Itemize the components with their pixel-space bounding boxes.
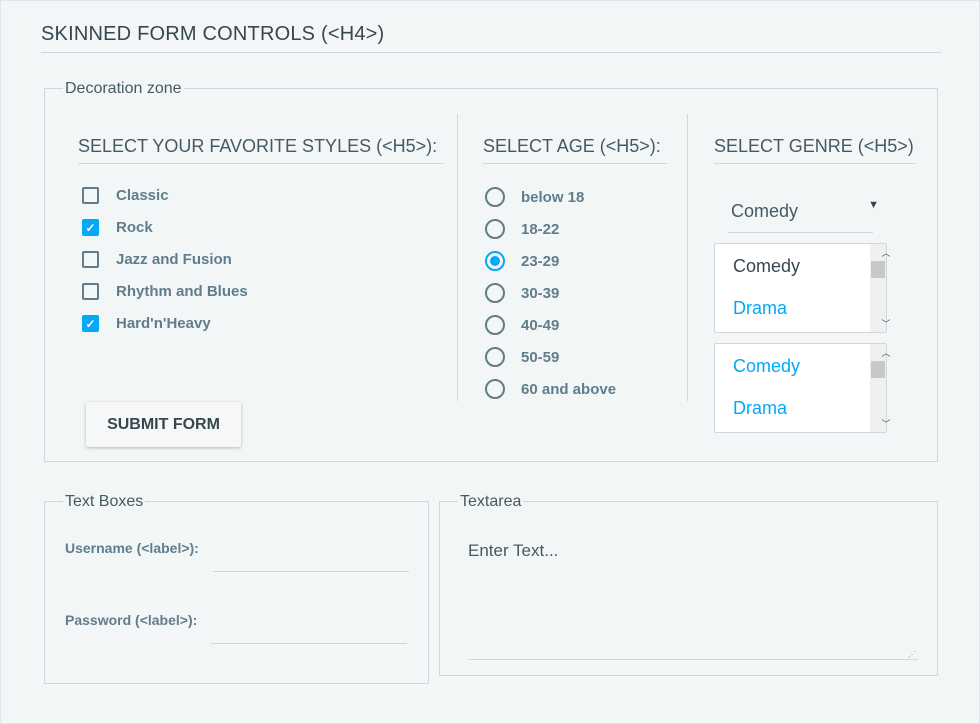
age-radio-row[interactable]: 50-59 <box>485 347 559 367</box>
genre-select-value: Comedy <box>731 201 799 221</box>
textarea-fieldset: Textarea <box>439 493 938 676</box>
age-radio-row[interactable]: 23-29 <box>485 251 559 271</box>
checkbox[interactable] <box>82 187 99 204</box>
scrollbar-thumb[interactable] <box>871 261 885 278</box>
style-checkbox-row[interactable]: ✓ Hard'n'Heavy <box>82 315 211 332</box>
scrollbar[interactable]: ︿ ﹀ <box>870 344 891 432</box>
radio-button[interactable] <box>485 379 505 399</box>
listbox-option[interactable]: Comedy <box>733 356 801 376</box>
scrollbar[interactable]: ︿ ﹀ <box>870 244 891 332</box>
radio-button[interactable] <box>485 283 505 303</box>
genre-select[interactable]: Comedy ▼ <box>728 194 879 233</box>
genre-multi-listbox[interactable]: Comedy Drama ︿ ﹀ <box>714 343 891 433</box>
radio-label: 18-22 <box>521 220 560 238</box>
radio-label: 30-39 <box>521 284 560 302</box>
scroll-down-icon[interactable]: ﹀ <box>881 419 891 429</box>
scroll-up-icon[interactable]: ︿ <box>881 248 891 258</box>
checkbox[interactable]: ✓ <box>82 315 99 332</box>
decoration-zone: Decoration zone <box>44 80 938 462</box>
checkbox-label: Jazz and Fusion <box>116 251 232 268</box>
radio-button[interactable] <box>485 315 505 335</box>
style-checkbox-row[interactable]: ✓ Rock <box>82 219 153 236</box>
radio-label: below 18 <box>521 188 585 206</box>
radio-label: 40-49 <box>521 316 560 334</box>
scroll-up-icon[interactable]: ︿ <box>881 348 891 358</box>
checkbox-label: Rhythm and Blues <box>116 283 248 300</box>
age-radio-row[interactable]: 60 and above <box>485 379 616 399</box>
textarea-input[interactable]: Enter Text... ⋰ <box>468 531 918 660</box>
style-checkbox-row[interactable]: Classic <box>82 187 169 204</box>
checkbox[interactable]: ✓ <box>82 219 99 236</box>
scrollbar-thumb[interactable] <box>871 361 885 378</box>
password-label: Password (<label>): <box>65 612 198 628</box>
submit-form-button[interactable]: SUBMIT FORM <box>86 402 241 447</box>
radio-label: 60 and above <box>521 380 617 398</box>
styles-heading: SELECT YOUR FAVORITE STYLES (<H5>): <box>78 136 444 164</box>
radio-button[interactable] <box>485 219 505 239</box>
radio-button[interactable] <box>485 187 505 207</box>
username-input[interactable] <box>213 548 409 572</box>
age-heading: SELECT AGE (<H5>): <box>483 136 667 164</box>
column-divider <box>457 114 458 401</box>
scroll-down-icon[interactable]: ﹀ <box>881 319 891 329</box>
textarea-placeholder: Enter Text... <box>468 541 559 560</box>
radio-label: 23-29 <box>521 252 560 270</box>
listbox-option[interactable]: Comedy <box>733 256 801 276</box>
checkbox[interactable] <box>82 251 99 268</box>
genre-heading: SELECT GENRE (<H5>) <box>714 136 916 164</box>
age-radio-row[interactable]: 30-39 <box>485 283 559 303</box>
column-divider <box>687 114 688 401</box>
radio-label: 50-59 <box>521 348 560 366</box>
chevron-down-icon: ▼ <box>868 199 879 211</box>
decoration-legend: Decoration zone <box>63 80 184 98</box>
checkbox[interactable] <box>82 283 99 300</box>
textarea-legend: Textarea <box>458 493 524 511</box>
text-boxes-legend: Text Boxes <box>63 493 146 511</box>
page-title: SKINNED FORM CONTROLS (<H4>) <box>41 23 941 53</box>
radio-button[interactable] <box>485 347 505 367</box>
age-radio-row[interactable]: 40-49 <box>485 315 559 335</box>
text-boxes-fieldset: Text Boxes <box>44 493 429 684</box>
radio-button[interactable] <box>485 251 505 271</box>
password-input[interactable] <box>211 620 407 644</box>
style-checkbox-row[interactable]: Jazz and Fusion <box>82 251 232 268</box>
checkbox-label: Hard'n'Heavy <box>116 315 211 332</box>
listbox-option[interactable]: Drama <box>733 398 788 418</box>
listbox-option[interactable]: Drama <box>733 298 788 318</box>
checkbox-label: Classic <box>116 187 169 204</box>
style-checkbox-row[interactable]: Rhythm and Blues <box>82 283 248 300</box>
username-label: Username (<label>): <box>65 540 199 556</box>
age-radio-row[interactable]: 18-22 <box>485 219 559 239</box>
checkbox-label: Rock <box>116 219 153 236</box>
age-radio-row[interactable]: below 18 <box>485 187 584 207</box>
genre-listbox[interactable]: Comedy Drama ︿ ﹀ <box>714 243 891 333</box>
resize-grip-icon[interactable]: ⋰ <box>908 650 916 659</box>
